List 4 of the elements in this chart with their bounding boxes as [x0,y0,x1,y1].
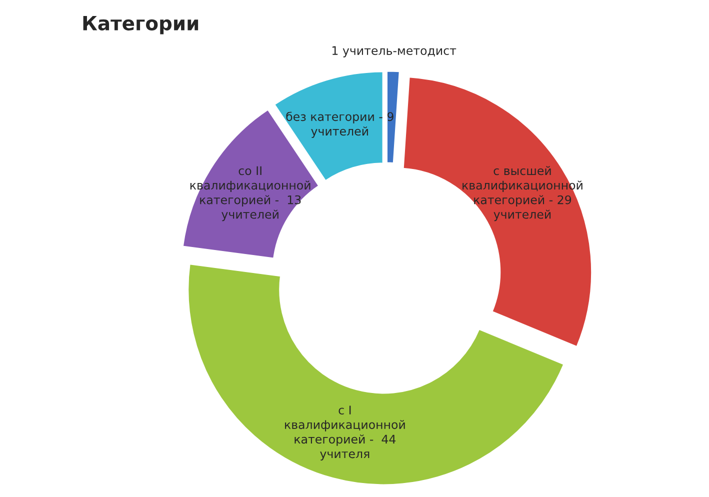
slice-label: с I квалификационной категорией - 44 учителя [285,406,405,460]
slice-label: без категории - 9 учителей [286,112,394,138]
chart-title: Категории [83,16,198,34]
slice-label: 1 учитель-методист [332,46,456,58]
